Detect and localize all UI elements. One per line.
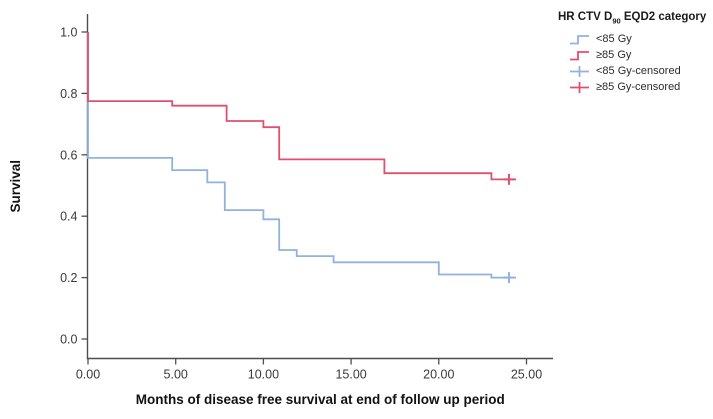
step-line-icon bbox=[570, 50, 589, 61]
legend-title-suffix: EQD2 category bbox=[620, 11, 707, 23]
legend-item-label: ≥85 Gy bbox=[596, 49, 632, 62]
x-tick-label: 25.00 bbox=[511, 368, 542, 382]
y-axis-title: Survival bbox=[8, 160, 23, 213]
plus-censored-icon bbox=[570, 65, 589, 77]
x-tick-label: 20.00 bbox=[423, 368, 454, 382]
y-tick-label: 0.8 bbox=[60, 87, 77, 101]
step-line-icon bbox=[570, 34, 589, 45]
x-tick-label: 15.00 bbox=[335, 368, 366, 382]
legend-item-label: ≥85 Gy-censored bbox=[596, 81, 681, 94]
legend-item: <85 Gy-censored bbox=[568, 63, 712, 79]
y-tick-label: 0.2 bbox=[60, 271, 77, 285]
plus-censored-icon bbox=[570, 81, 589, 93]
legend-title-subscript: 90 bbox=[612, 16, 621, 26]
x-tick-label: 0.00 bbox=[76, 368, 100, 382]
y-tick-label: 0.0 bbox=[60, 333, 77, 347]
survival-curve-lt85-gy bbox=[87, 32, 516, 279]
legend-items: <85 Gy ≥85 Gy <85 Gy-censored ≥85 Gy-censor… bbox=[558, 31, 712, 95]
y-tick-label: 0.6 bbox=[60, 148, 77, 162]
legend-title-prefix: HR CTV D bbox=[558, 11, 613, 23]
legend-item: ≥85 Gy bbox=[568, 47, 712, 63]
x-tick-label: 10.00 bbox=[248, 368, 279, 382]
legend-item-label: <85 Gy-censored bbox=[596, 65, 681, 78]
y-tick-label: 1.0 bbox=[60, 26, 77, 40]
y-tick-label: 0.4 bbox=[60, 210, 77, 224]
legend: HR CTV D90 EQD2 category <85 Gy ≥85 Gy <85… bbox=[558, 11, 712, 95]
survival-curve-ge85-gy bbox=[87, 32, 516, 181]
legend-title: HR CTV D90 EQD2 category bbox=[558, 11, 712, 25]
legend-item: ≥85 Gy-censored bbox=[568, 79, 712, 95]
x-tick-label: 5.00 bbox=[164, 368, 188, 382]
x-axis-title: Months of disease free survival at end o… bbox=[136, 392, 505, 407]
legend-item-label: <85 Gy bbox=[596, 33, 632, 46]
legend-item: <85 Gy bbox=[568, 31, 712, 47]
